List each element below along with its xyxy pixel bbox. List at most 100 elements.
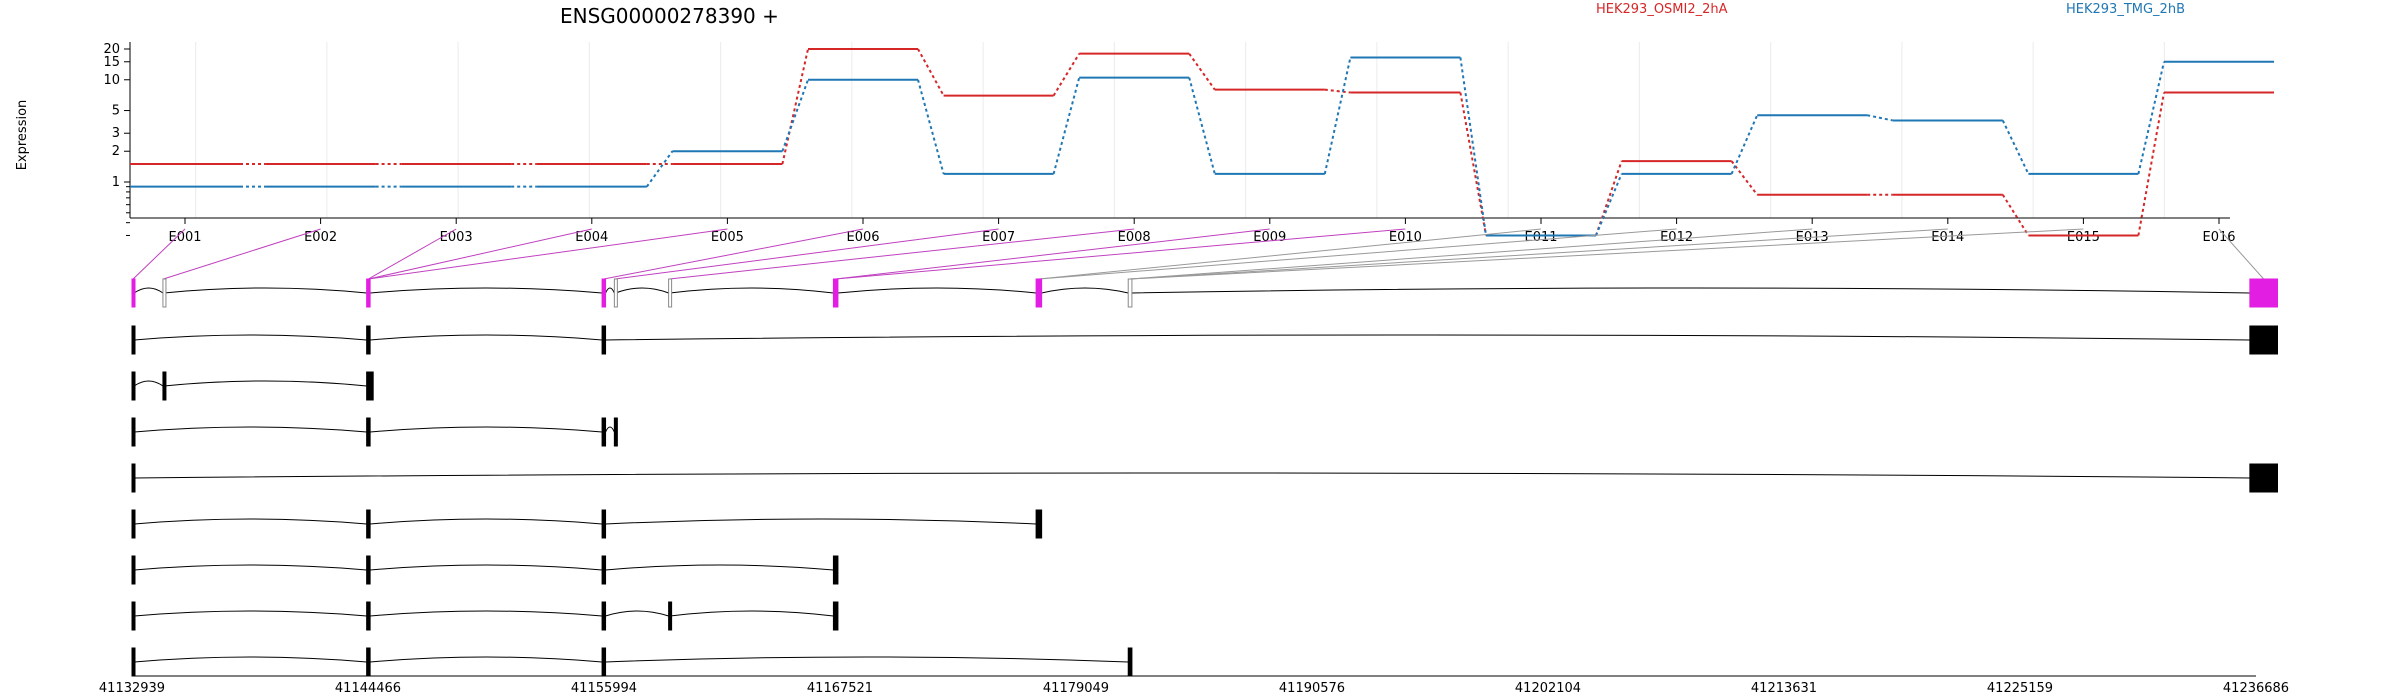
exon-box — [366, 601, 371, 631]
transcript-models — [131, 278, 2278, 677]
y-tick-label: 20 — [103, 42, 120, 57]
series-transition — [1595, 160, 1623, 236]
exon-box — [601, 509, 607, 539]
intron — [605, 564, 834, 571]
series-transition — [781, 48, 809, 165]
series-layer — [130, 48, 2274, 237]
exon-box — [601, 278, 607, 308]
exon-box — [613, 417, 618, 447]
x-tick-label: E009 — [1253, 230, 1286, 245]
intron — [1131, 287, 2250, 294]
exon-box — [668, 601, 673, 631]
series-transition — [1730, 114, 1759, 175]
transcript — [131, 463, 2278, 493]
intron — [134, 426, 367, 433]
exon-box — [832, 601, 839, 631]
exon-box — [131, 325, 136, 355]
exon-box — [1127, 278, 1133, 308]
exon-box — [366, 417, 371, 447]
y-tick-label: 15 — [103, 55, 120, 70]
exon-box — [601, 325, 607, 355]
series-transition — [1459, 92, 1487, 236]
intron — [605, 518, 1037, 525]
intron — [605, 287, 615, 294]
transcript — [131, 509, 1043, 539]
chart-title: ENSG00000278390 + — [560, 4, 779, 28]
intron — [669, 610, 834, 617]
intron — [370, 564, 603, 571]
series-transition — [1730, 160, 1758, 196]
intron — [1041, 287, 1129, 294]
x-tick-label: E007 — [982, 230, 1015, 245]
intron — [605, 610, 669, 617]
exon-box — [613, 278, 618, 308]
genomic-tick-label: 41144466 — [335, 681, 401, 696]
intron — [370, 610, 603, 617]
genomic-tick-label: 41236686 — [2223, 681, 2289, 696]
exon-box — [2249, 325, 2278, 355]
exon-box — [131, 371, 136, 401]
exon-box — [1035, 509, 1043, 539]
y-tick-label: 5 — [112, 104, 120, 119]
x-tick-label: E005 — [711, 230, 744, 245]
intron — [615, 287, 669, 294]
exon-connector — [614, 228, 999, 280]
legend-series-1: HEK293_OSMI2_2hA — [1596, 2, 1728, 17]
series-transition — [781, 79, 809, 152]
exon-box — [366, 647, 371, 677]
exon-connector — [1130, 228, 1813, 280]
exon-box — [366, 371, 374, 401]
y-tick-label: 1 — [112, 175, 120, 190]
intron — [163, 380, 367, 387]
x-tick-label: E012 — [1660, 230, 1693, 245]
exon-box — [1035, 278, 1043, 308]
exon-connector — [1130, 228, 1948, 280]
series-transition — [2137, 92, 2165, 236]
exon-box — [131, 601, 136, 631]
exon-box — [2249, 463, 2278, 493]
exon-connector — [1038, 228, 1677, 280]
exon-box — [366, 278, 371, 308]
genomic-tick-label: 41213631 — [1751, 681, 1817, 696]
exon-box — [162, 278, 167, 308]
exon-connector — [835, 228, 1270, 280]
series-transition — [1052, 77, 1081, 175]
exon-box — [601, 647, 607, 677]
series-transition — [2001, 120, 2030, 175]
intron — [134, 334, 367, 341]
intron — [370, 426, 603, 433]
x-tick-label: E015 — [2067, 230, 2100, 245]
intron — [133, 287, 164, 294]
series-transition — [1323, 57, 1352, 175]
transcript — [131, 601, 839, 631]
intron — [837, 287, 1037, 294]
series-transition — [1188, 77, 1216, 175]
transcript — [131, 417, 618, 447]
exon-connector — [1130, 228, 2084, 280]
series-transition — [1459, 57, 1487, 236]
series-transition — [1188, 53, 1216, 91]
exon-box — [131, 463, 136, 493]
exon-box — [162, 371, 167, 401]
transcript — [131, 555, 839, 585]
exon-box — [366, 325, 371, 355]
series-2 — [130, 56, 2274, 237]
exon-connector — [368, 228, 728, 280]
legend-series-2: HEK293_TMG_2hB — [2066, 2, 2185, 17]
series-transition — [2001, 194, 2030, 236]
intron — [134, 564, 367, 571]
exon-box — [668, 278, 673, 308]
intron — [163, 287, 367, 294]
intron — [605, 426, 615, 433]
transcript — [131, 647, 1133, 677]
genomic-tick-label: 41190576 — [1279, 681, 1345, 696]
intron — [370, 518, 603, 525]
intron — [605, 334, 2250, 341]
grid-layer — [195, 42, 2165, 218]
x-axis: E001 E002 E003 E004 E005 E006 E007 E008 E009 E010… — [130, 217, 2236, 245]
intron — [370, 656, 603, 663]
genomic-tick-label: 41225159 — [1987, 681, 2053, 696]
y-tick-label: 10 — [103, 73, 120, 88]
